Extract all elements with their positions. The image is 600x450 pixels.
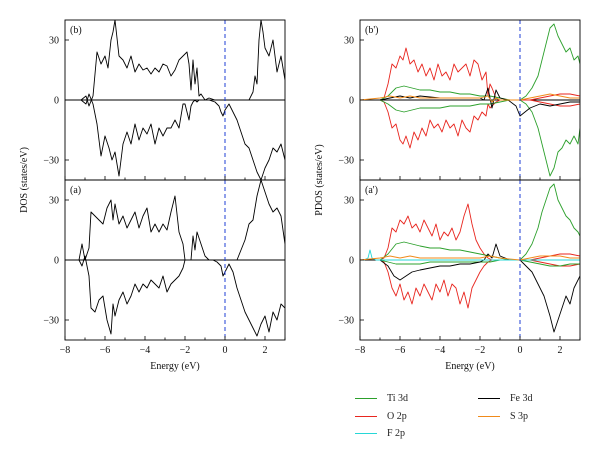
y-tick-label-b-0: −30 [43,156,59,167]
y-tick-label-b_prime-2: 30 [344,36,354,47]
chart-svg: −30 0 30 (b) DOS (states/eV) −30 0 30 −8 −6 −4 −2 0 2… [19,19,581,372]
series-line-b_prime-s3p-5 [360,93,580,103]
legend-swatch-o2p [355,416,377,417]
legend-label-ti3d: Ti 3d [387,393,409,404]
y-tick-label-a_prime-0: −30 [338,316,354,327]
series-line-a_prime-ti3d-2 [360,183,580,261]
y-axis-title-b_prime: PDOS (states/eV) [314,144,325,215]
x-tick-label-a-0: −8 [60,345,71,356]
x-axis-title-a: Energy (eV) [150,361,200,372]
legend-label-f2p: F 2p [387,428,406,439]
x-tick-label-a_prime-0: −8 [355,345,366,356]
series-line-a_prime-s3p-6 [360,255,580,261]
series-line-a-fe3d-1 [65,255,285,337]
x-tick-label-a-3: −2 [180,345,191,356]
legend-swatch-f2p [355,433,377,434]
y-tick-label-a-2: 30 [49,196,59,207]
x-tick-label-a-5: 2 [263,345,268,356]
y-tick-label-a-0: −30 [43,316,59,327]
series-line-a_prime-fe3d-4 [360,243,580,333]
legend-label-o2p: O 2p [387,411,407,422]
y-tick-label-b_prime-0: −30 [338,156,354,167]
x-tick-label-a-4: 0 [223,345,228,356]
series-line-b_prime-o2p-0 [360,47,580,101]
x-tick-label-a_prime-3: −2 [475,345,486,356]
panel-label-a: (a) [70,185,81,196]
x-axis-title-a_prime: Energy (eV) [445,361,495,372]
legend-swatch-ti3d [355,398,377,399]
series-line-b_prime-fe3d-4 [360,87,580,117]
y-tick-label-b-1: 0 [54,96,59,107]
y-tick-label-b-2: 30 [49,36,59,47]
series-line-a-fe3d-0 [65,180,285,261]
legend: Ti 3d Fe 3d O 2p S 3p F 2p [355,390,595,445]
y-tick-label-b_prime-1: 0 [349,96,354,107]
series-line-a_prime-o2p-1 [360,259,580,309]
legend-swatch-s3p [478,416,500,417]
y-axis-title-b: DOS (states/eV) [19,147,30,213]
x-tick-label-a_prime-5: 2 [558,345,563,356]
y-tick-label-a_prime-1: 0 [349,256,354,267]
panel-label-b: (b) [70,25,82,36]
legend-label-s3p: S 3p [510,411,529,422]
series-line-a_prime-ti3d-3 [360,259,580,267]
y-tick-label-a_prime-2: 30 [344,196,354,207]
y-tick-label-a-1: 0 [54,256,59,267]
x-tick-label-a-1: −6 [100,345,111,356]
x-tick-label-a_prime-4: 0 [518,345,523,356]
x-tick-label-a-2: −4 [140,345,151,356]
x-tick-label-a_prime-2: −4 [435,345,446,356]
series-line-b_prime-ti3d-2 [360,23,580,101]
x-tick-label-a_prime-1: −6 [395,345,406,356]
series-line-b-fe3d-0 [65,20,285,107]
series-line-b-fe3d-1 [65,93,285,180]
series-line-a_prime-f2p-5 [360,249,580,261]
panel-label-b_prime: (b') [365,25,378,36]
panel-label-a_prime: (a') [365,185,378,196]
series-line-b_prime-ti3d-3 [360,99,580,177]
legend-swatch-fe3d [478,398,500,399]
legend-label-fe3d: Fe 3d [510,393,533,404]
